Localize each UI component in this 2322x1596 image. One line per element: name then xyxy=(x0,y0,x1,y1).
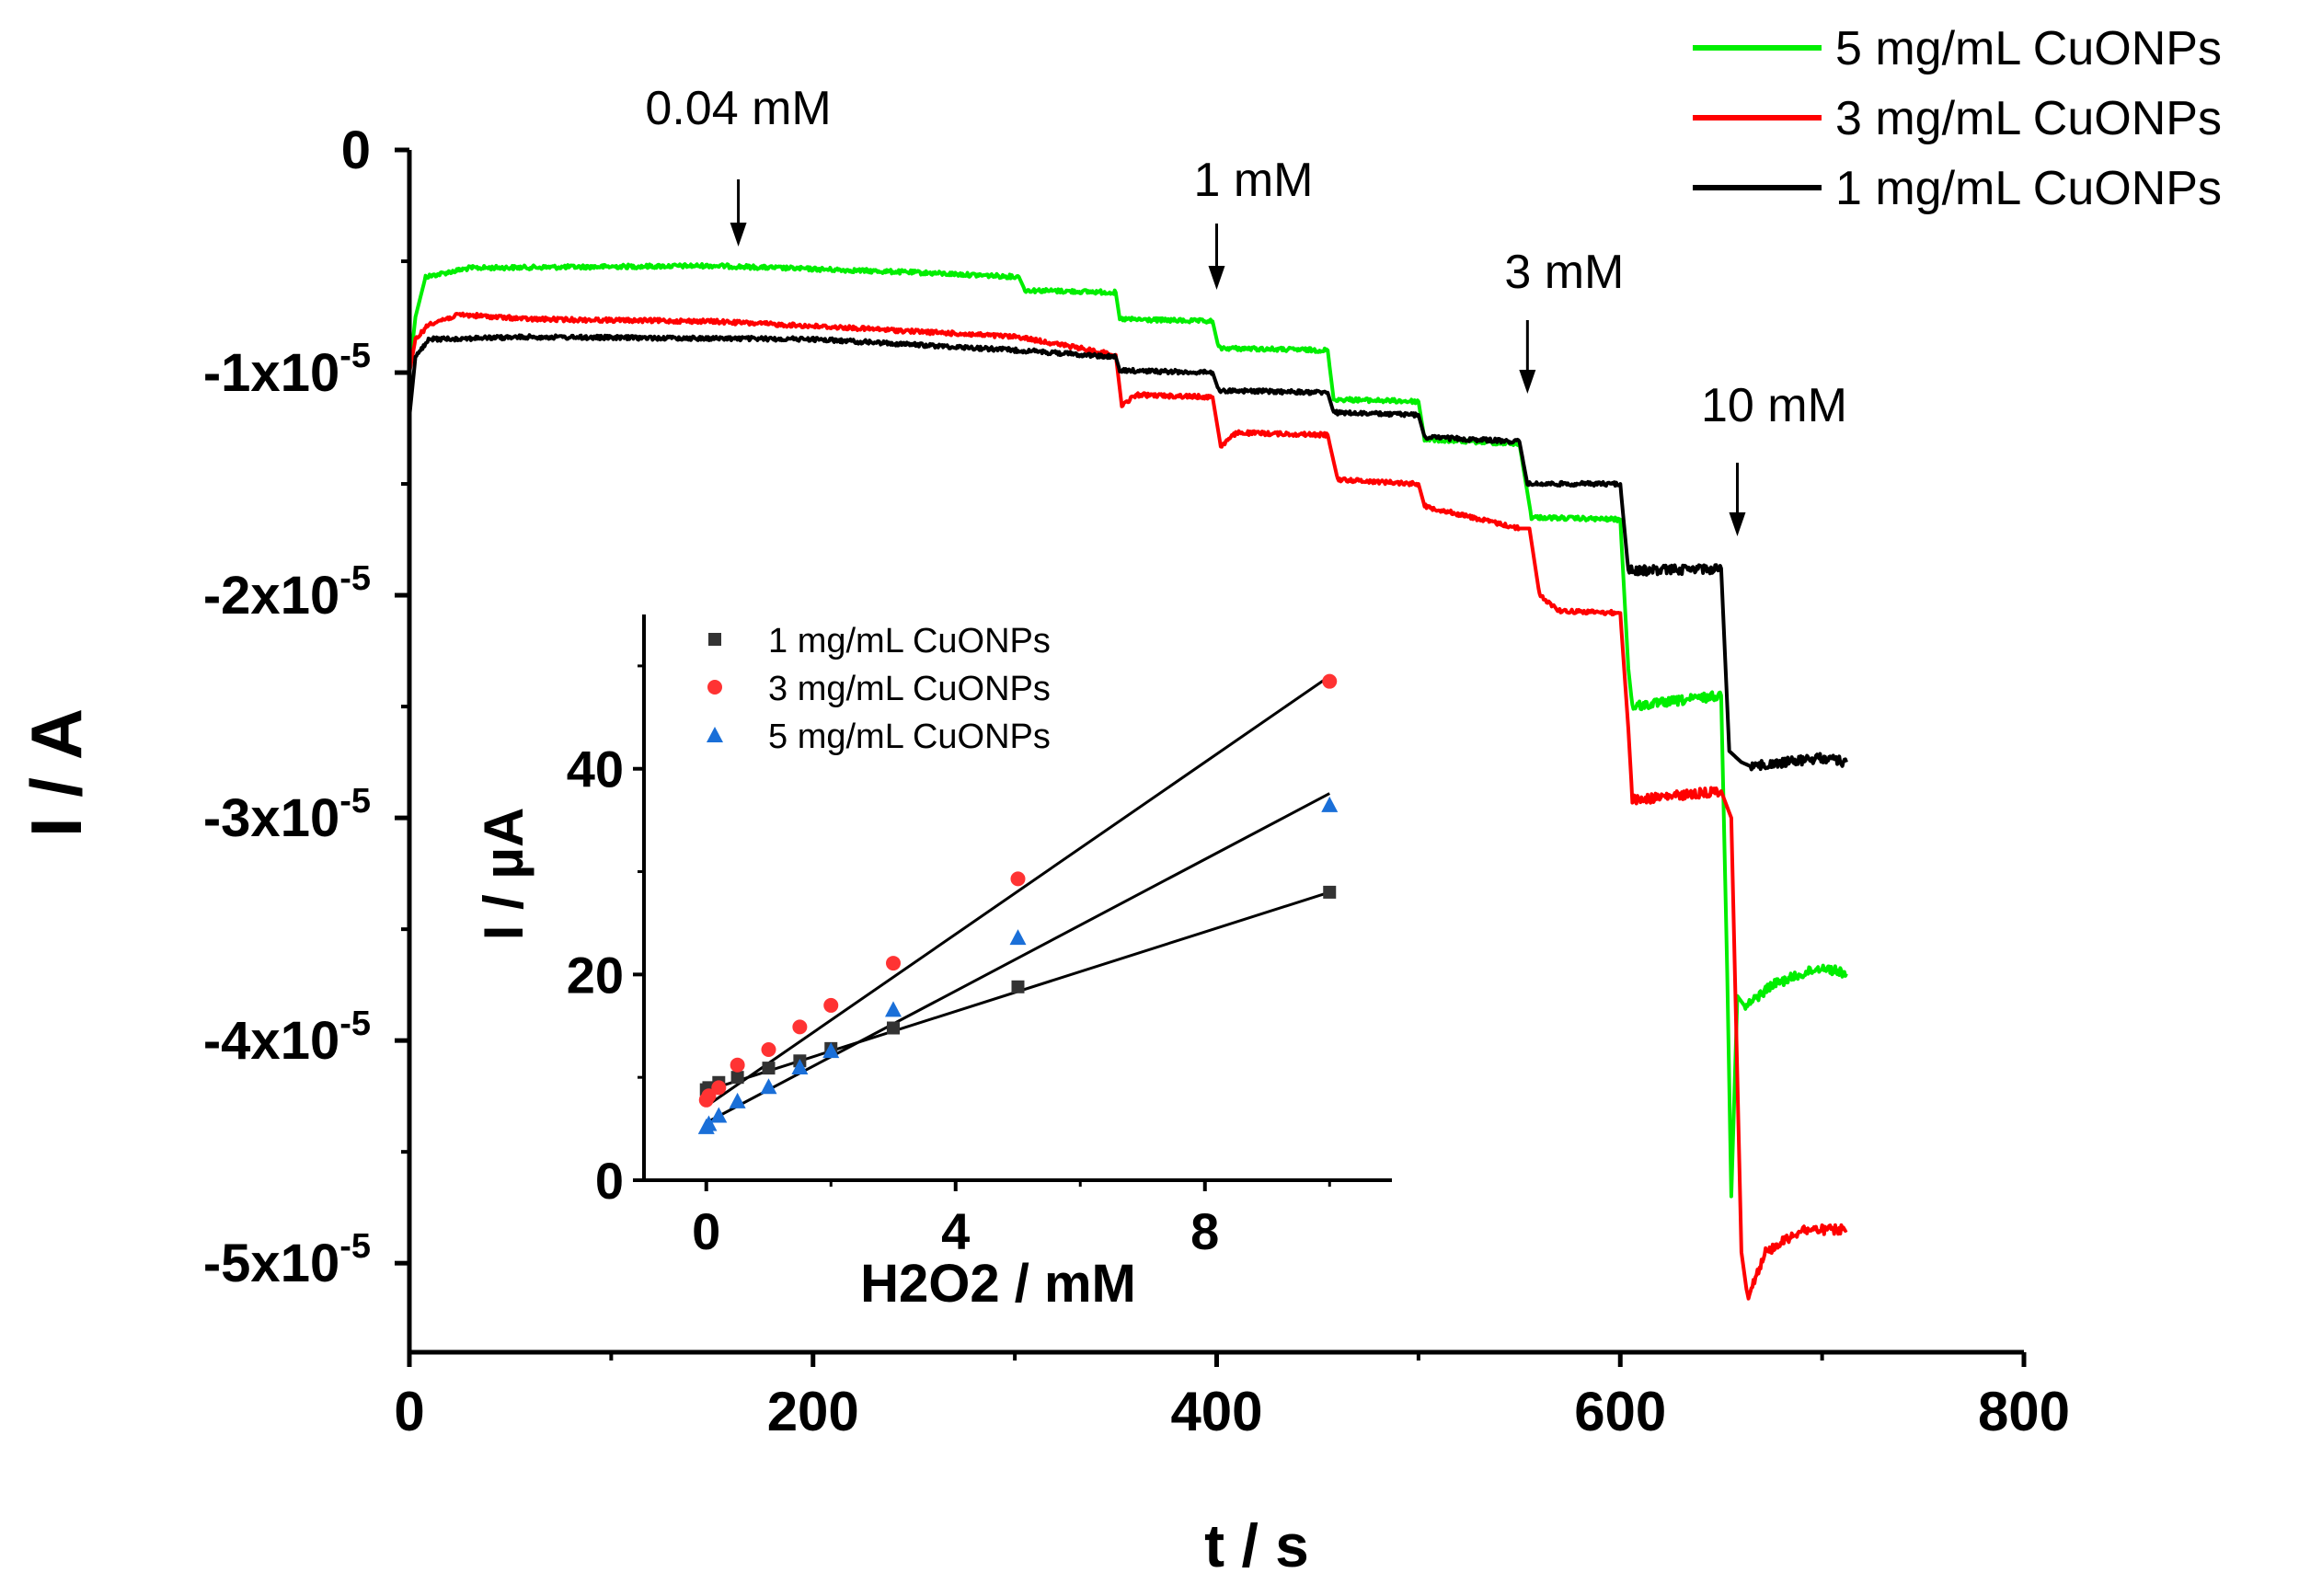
main-y-tick-label-exp: -5 xyxy=(339,1227,371,1266)
main-x-tick-label: 0 xyxy=(394,1381,424,1442)
inset-data-point xyxy=(761,1041,776,1057)
inset-data-point xyxy=(730,1057,745,1073)
inset-data-point xyxy=(1009,929,1027,946)
inset-x-tick-label: 8 xyxy=(1190,1202,1219,1260)
main-legend-label: 1 mg/mL CuONPs xyxy=(1835,162,2222,215)
main-yticks: 0-1x10-5-2x10-5-3x10-5-4x10-5-5x10-5 xyxy=(203,121,409,1293)
annotation-arrow-head xyxy=(1519,370,1536,394)
main-series-group xyxy=(408,262,1848,1301)
main-x-tick-label: 800 xyxy=(1978,1381,2070,1442)
inset-plot: 0 4 8 0 20 40 H2O2 / mM I / µA 1 mg/mL CuONP… xyxy=(473,614,1392,1314)
main-y-tick-label-base: -1x10 xyxy=(203,343,339,403)
main-legend: 5 mg/mL CuONPs 3 mg/mL CuONPs 1 mg/mL CuON… xyxy=(1693,22,2222,215)
inset-y-axis-title: I / µA xyxy=(473,808,535,941)
inset-x-tick-label: 0 xyxy=(692,1202,720,1260)
main-series-line-3 xyxy=(408,333,1848,772)
annotation-label: 0.04 mM xyxy=(645,82,831,135)
inset-x-axis-title: H2O2 / mM xyxy=(860,1254,1136,1314)
inset-data-point xyxy=(1323,885,1337,899)
main-legend-label: 5 mg/mL CuONPs xyxy=(1835,22,2222,75)
inset-legend-marker xyxy=(708,633,721,646)
inset-data-point xyxy=(729,1092,746,1108)
inset-data-point xyxy=(1321,796,1339,812)
inset-data-point xyxy=(885,1001,902,1017)
inset-data-point xyxy=(792,1019,808,1035)
inset-data-point xyxy=(762,1062,776,1075)
main-y-tick-label-base: -4x10 xyxy=(203,1011,339,1071)
main-axes: 0 200 400 600 800 0-1x10-5-2x10-5-3x10-5-4x1… xyxy=(203,121,2070,1442)
inset-xticks: 0 4 8 xyxy=(692,1180,1331,1260)
inset-yticks: 0 20 40 xyxy=(567,664,644,1210)
inset-data-point xyxy=(701,1088,717,1104)
inset-fit-line-2 xyxy=(705,674,1331,1108)
main-x-tick-label: 200 xyxy=(767,1381,859,1442)
main-y-tick-label-exp: -5 xyxy=(339,559,371,598)
inset-legend-label: 5 mg/mL CuONPs xyxy=(768,718,1051,756)
inset-data-point xyxy=(710,1107,728,1123)
main-x-axis-title: t / s xyxy=(1204,1511,1309,1579)
main-y-tick-label-base: -2x10 xyxy=(203,566,339,626)
inset-legend-label: 3 mg/mL CuONPs xyxy=(768,670,1051,708)
main-y-tick-label: -4x10-5 xyxy=(203,1005,371,1071)
inset-data-point xyxy=(711,1080,727,1096)
main-y-tick-label: -5x10-5 xyxy=(203,1227,371,1293)
inset-data-point xyxy=(886,956,901,971)
inset-legend-marker xyxy=(707,680,722,695)
main-series-line-2 xyxy=(408,311,1848,1301)
annotation-arrow-head xyxy=(1208,266,1225,290)
inset-legend: 1 mg/mL CuONPs 3 mg/mL CuONPs 5 mg/mL CuON… xyxy=(707,622,1051,756)
inset-series-group xyxy=(697,673,1339,1134)
annotation-arrow-head xyxy=(1729,512,1746,536)
main-y-tick-label-base: -3x10 xyxy=(203,788,339,848)
inset-data-point xyxy=(791,1059,809,1074)
inset-data-point xyxy=(822,1042,840,1059)
main-y-tick-label: -2x10-5 xyxy=(203,559,371,626)
main-xticks: 0 200 400 600 800 xyxy=(394,1352,2070,1442)
main-y-tick-label-exp: -5 xyxy=(339,337,371,375)
annotation-label: 10 mM xyxy=(1701,379,1847,432)
inset-y-tick-label: 0 xyxy=(595,1152,624,1210)
inset-y-tick-label: 40 xyxy=(567,741,624,798)
inset-data-point xyxy=(823,997,839,1013)
inset-axes: 0 4 8 0 20 40 xyxy=(567,614,1392,1260)
inset-data-point xyxy=(1011,980,1025,993)
main-series-line-1 xyxy=(408,262,1848,1199)
inset-legend-marker xyxy=(707,727,723,742)
annotation-label: 1 mM xyxy=(1194,154,1314,207)
main-y-tick-label-base: 0 xyxy=(341,121,371,180)
main-x-tick-label: 600 xyxy=(1574,1381,1666,1442)
main-y-axis-title: I / A xyxy=(16,708,97,837)
inset-fit-line-3 xyxy=(706,792,1330,1124)
main-y-tick-label: 0 xyxy=(341,121,371,180)
inset-y-tick-label: 20 xyxy=(567,946,624,1004)
main-y-tick-label: -3x10-5 xyxy=(203,782,371,848)
main-annotations-group: 0.04 mM 1 mM 3 mM 10 mM xyxy=(645,82,1847,536)
main-y-tick-label: -1x10-5 xyxy=(203,337,371,403)
main-y-tick-label-exp: -5 xyxy=(339,1005,371,1043)
inset-data-point xyxy=(700,1115,718,1131)
inset-data-point xyxy=(887,1021,900,1035)
inset-legend-label: 1 mg/mL CuONPs xyxy=(768,622,1051,660)
annotation-label: 3 mM xyxy=(1504,246,1624,299)
main-y-tick-label-base: -5x10 xyxy=(203,1234,339,1293)
inset-data-point xyxy=(730,1071,744,1085)
inset-data-point xyxy=(1010,871,1026,887)
main-y-tick-label-exp: -5 xyxy=(339,782,371,821)
inset-data-point xyxy=(1322,673,1338,689)
annotation-arrow-head xyxy=(730,223,747,247)
inset-x-tick-label: 4 xyxy=(941,1202,970,1260)
main-x-tick-label: 400 xyxy=(1170,1381,1262,1442)
inset-data-point xyxy=(760,1078,777,1095)
main-legend-label: 3 mg/mL CuONPs xyxy=(1835,92,2222,145)
